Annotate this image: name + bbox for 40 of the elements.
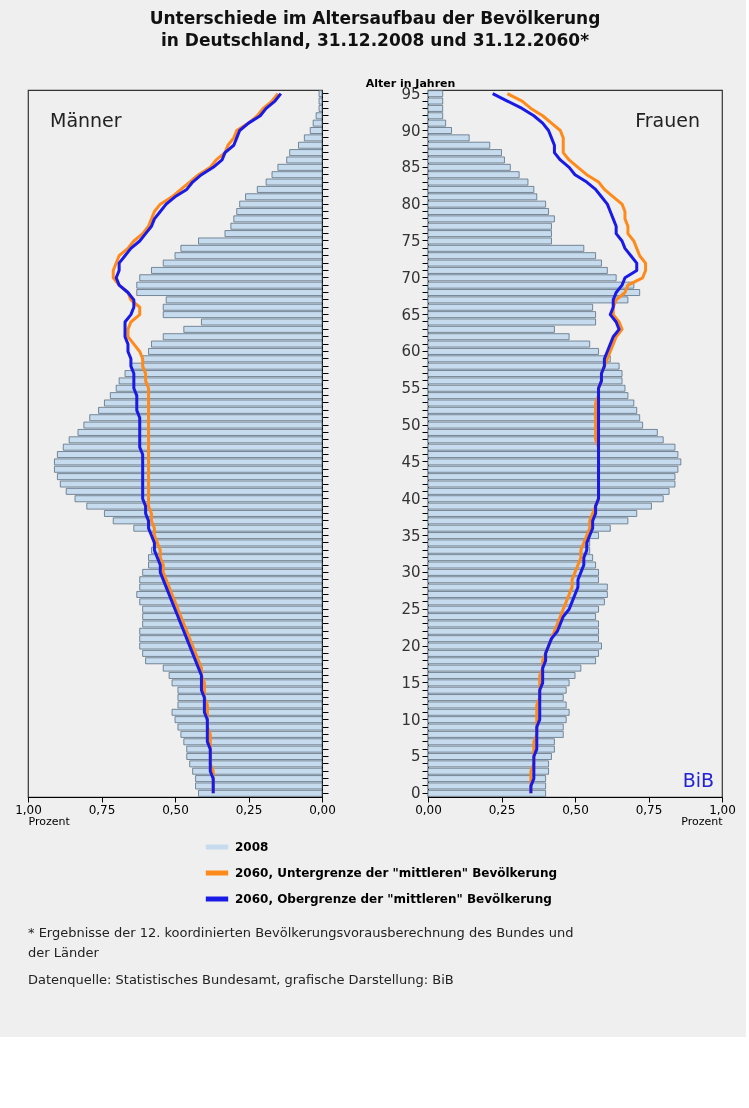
x-axis-title: Prozent — [681, 814, 724, 828]
x-tick-label: 0,75 — [635, 802, 663, 817]
text: Unterschiede im Altersaufbau der Bevölkerung in Deutschland, 31.12.2008 und 31.12.2060* — [149, 8, 601, 51]
y-tick-label: 15 — [401, 673, 421, 692]
annotation: Männer — [50, 109, 122, 131]
y-tick-label: 10 — [401, 710, 421, 729]
y-tick-label: 20 — [401, 637, 421, 656]
annotation: Frauen — [635, 109, 700, 131]
x-tick-label: 1,00 — [709, 802, 736, 817]
x-axis-title: Prozent — [28, 814, 71, 828]
text: * Ergebnisse der 12. koordinierten Bevölkerungsvorausberechnung des Bundes und der Länder — [28, 925, 574, 960]
y-tick-label: 90 — [401, 121, 421, 140]
y-tick-label: 5 — [410, 747, 421, 766]
x-tick-label: 0,25 — [235, 802, 263, 817]
y-tick-label: 80 — [401, 195, 421, 214]
x-tick-label: 0,50 — [162, 802, 189, 817]
annotation: BiB — [682, 769, 714, 791]
y-tick-label: 55 — [401, 379, 421, 398]
y-tick-label: 65 — [401, 305, 421, 324]
x-tick-label: 0,75 — [88, 802, 116, 817]
y-tick-label: 30 — [401, 563, 421, 582]
y-tick-label: 85 — [401, 158, 421, 177]
y-tick-label: 35 — [401, 526, 421, 545]
legend-label: 2060, Obergrenze der "mittleren" Bevölkerung — [235, 892, 552, 906]
y-tick-label: 40 — [401, 489, 421, 508]
y-tick-label: 50 — [401, 416, 421, 435]
x-tick-label: 0,25 — [488, 802, 516, 817]
x-tick-label: 0,50 — [562, 802, 589, 817]
x-tick-label: 1,00 — [15, 802, 42, 817]
y-tick-label: 75 — [401, 231, 421, 250]
y-tick-label: 0 — [410, 784, 421, 803]
y-tick-label: 25 — [401, 600, 421, 619]
legend-label: 2008 — [235, 840, 269, 854]
y-tick-label: 70 — [401, 268, 421, 287]
x-tick-label: 0,00 — [415, 802, 442, 817]
x-tick-label: 0,00 — [309, 802, 336, 817]
legend-label: 2060, Untergrenze der "mittleren" Bevölkerung — [235, 866, 558, 880]
y-tick-label: 60 — [401, 342, 421, 361]
text: Datenquelle: Statistisches Bundesamt, grafische Darstellung: BiB — [28, 972, 454, 988]
y-tick-label: 45 — [401, 452, 421, 471]
